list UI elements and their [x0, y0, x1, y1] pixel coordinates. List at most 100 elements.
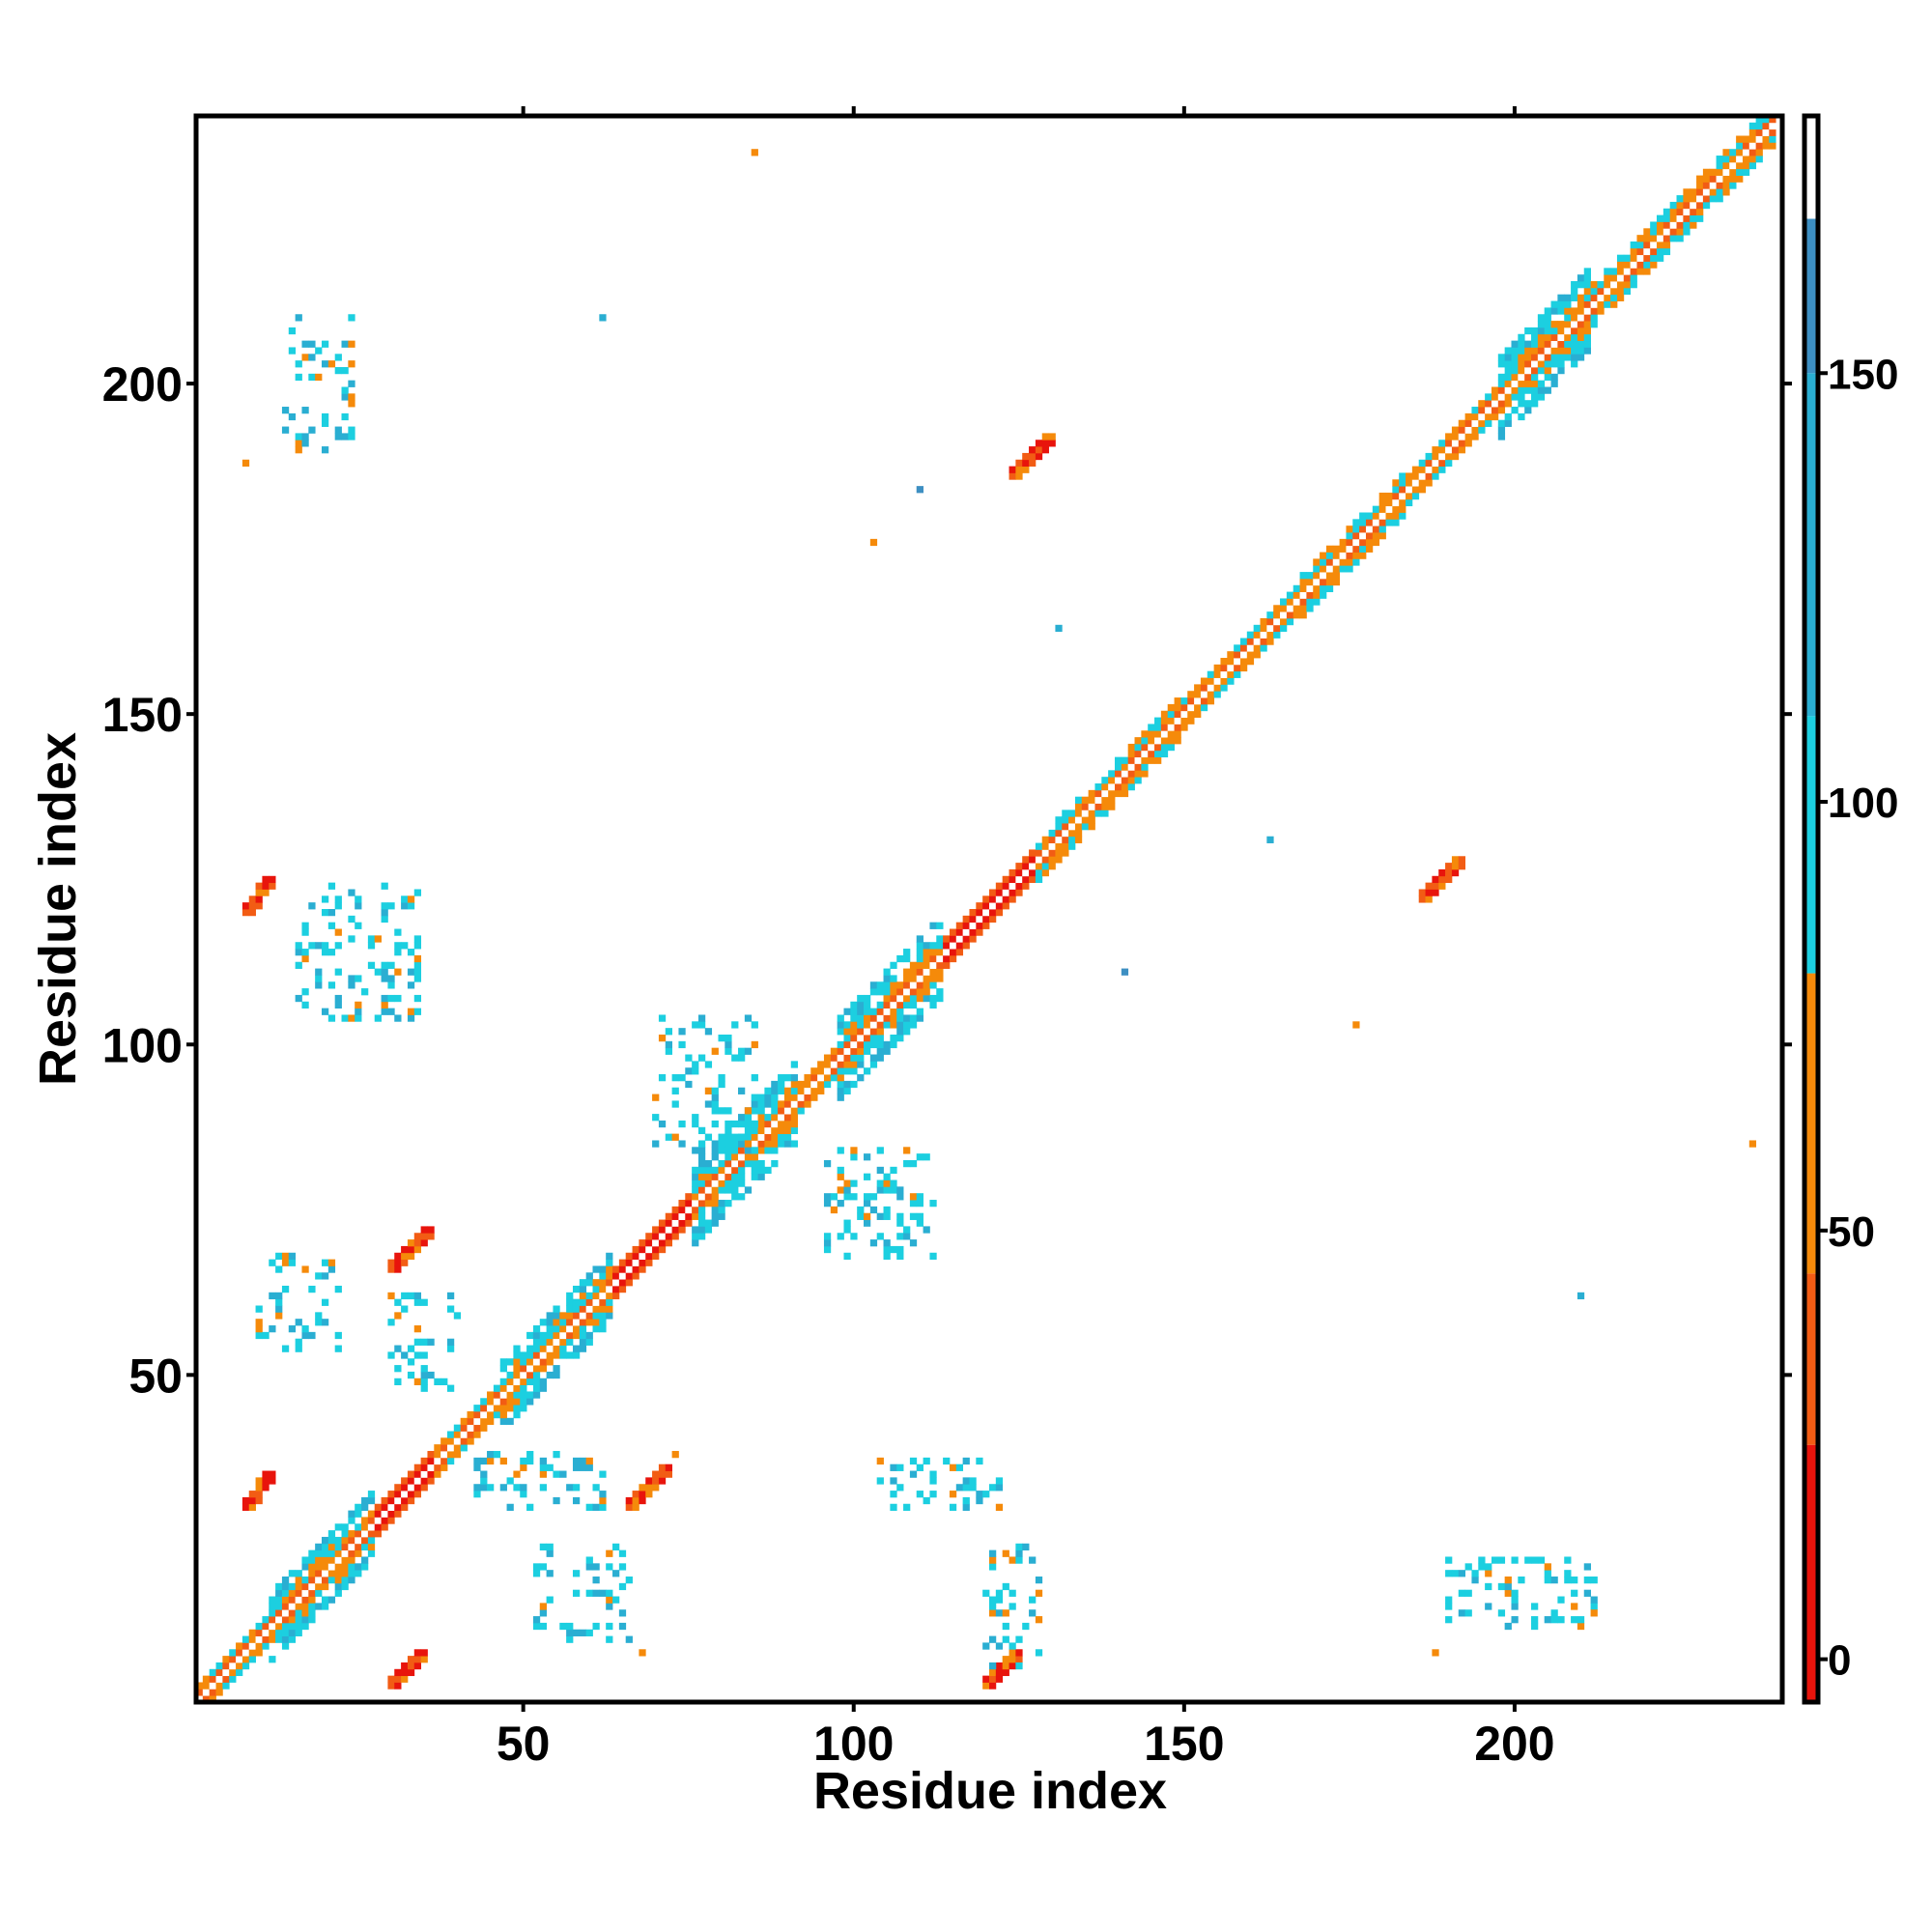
- contact-cell: [639, 1649, 646, 1657]
- diagonal-cell: [724, 1133, 732, 1141]
- diagonal-cell: [1029, 863, 1037, 870]
- diagonal-cell: [209, 1695, 216, 1703]
- diagonal-cell: [579, 1325, 587, 1333]
- diagonal-cell: [711, 1219, 719, 1227]
- diagonal-cell: [692, 1206, 699, 1214]
- diagonal-cell: [704, 1186, 713, 1194]
- diagonal-cell: [1662, 208, 1671, 216]
- diagonal-cell: [810, 1067, 818, 1075]
- diagonal-cell: [1266, 611, 1274, 619]
- diagonal-cell: [1636, 241, 1644, 249]
- diagonal-cell: [526, 1371, 534, 1379]
- contact-cell: [692, 1147, 699, 1154]
- diagonal-cell: [499, 1410, 507, 1419]
- x-tick-label: 150: [1144, 1717, 1224, 1771]
- diagonal-cell: [315, 1577, 323, 1584]
- diagonal-cell: [1074, 823, 1083, 831]
- diagonal-cell: [1709, 182, 1717, 189]
- contact-cell: [1002, 1582, 1009, 1591]
- contact-cell: [420, 1656, 428, 1663]
- contact-cell: [407, 1358, 415, 1366]
- contact-cell: [315, 942, 323, 950]
- contact-cell: [348, 1014, 355, 1022]
- diagonal-cell: [1571, 307, 1578, 315]
- diagonal-cell: [1577, 327, 1585, 335]
- diagonal-cell: [1491, 400, 1499, 408]
- diagonal-cell: [1729, 149, 1737, 156]
- diagonal-cell: [420, 1463, 428, 1471]
- diagonal-cell: [1325, 545, 1334, 553]
- diagonal-cell: [1174, 730, 1181, 738]
- diagonal-cell: [943, 942, 951, 950]
- diagonal-cell: [1630, 241, 1637, 249]
- diagonal-cell: [704, 1219, 713, 1227]
- diagonal-cell: [896, 981, 904, 989]
- diagonal-cell: [1702, 175, 1711, 183]
- diagonal-cell: [1306, 591, 1314, 599]
- diagonal-cell: [1451, 426, 1460, 434]
- contact-cell: [348, 981, 355, 989]
- contact-cell: [1511, 1556, 1519, 1564]
- diagonal-cell: [539, 1338, 548, 1346]
- diagonal-cell: [744, 1159, 753, 1168]
- contact-cell: [916, 1219, 923, 1227]
- diagonal-cell: [909, 975, 918, 982]
- contact-cell: [592, 1563, 600, 1571]
- diagonal-cell: [308, 1549, 316, 1557]
- diagonal-cell: [1160, 750, 1169, 758]
- diagonal-cell: [850, 1021, 858, 1029]
- contact-cell: [890, 1186, 897, 1194]
- diagonal-cell: [1194, 684, 1202, 692]
- diagonal-cell: [783, 1094, 792, 1101]
- contact-cell: [869, 1206, 878, 1214]
- diagonal-cell: [645, 1252, 653, 1261]
- diagonal-cell: [539, 1331, 548, 1340]
- contact-cell: [751, 149, 758, 156]
- contact-cell: [1266, 836, 1274, 843]
- contact-cell: [493, 1451, 501, 1459]
- diagonal-cell: [612, 1265, 620, 1273]
- diagonal-cell: [288, 1570, 297, 1577]
- contact-cell: [618, 1549, 627, 1557]
- diagonal-cell: [1571, 360, 1578, 368]
- diagonal-cell: [1114, 783, 1122, 791]
- diagonal-cell: [288, 1609, 297, 1617]
- contact-cell: [751, 1040, 758, 1049]
- diagonal-cell: [890, 975, 897, 982]
- contact-cell: [1445, 1616, 1453, 1624]
- diagonal-cell: [1411, 486, 1420, 494]
- diagonal-cell: [1273, 624, 1281, 633]
- diagonal-cell: [896, 1034, 904, 1042]
- contact-cell: [327, 1259, 336, 1266]
- contact-cell: [321, 909, 329, 917]
- contact-cell: [321, 895, 329, 903]
- diagonal-cell: [348, 1543, 355, 1551]
- diagonal-cell: [520, 1398, 527, 1406]
- contact-cell: [413, 1008, 422, 1015]
- diagonal-cell: [1458, 433, 1465, 440]
- contact-cell: [355, 922, 362, 929]
- diagonal-cell: [1180, 717, 1188, 724]
- contact-cell: [1504, 1582, 1512, 1591]
- diagonal-cell: [1518, 412, 1525, 421]
- contact-cell: [606, 1549, 613, 1557]
- diagonal-cell: [566, 1338, 574, 1346]
- contact-cell: [413, 1325, 422, 1333]
- diagonal-cell: [1504, 412, 1512, 421]
- diagonal-cell: [361, 1563, 369, 1571]
- diagonal-cell: [1742, 161, 1750, 170]
- diagonal-cell: [1610, 274, 1618, 282]
- contact-cell: [823, 1200, 832, 1208]
- diagonal-cell: [215, 1675, 223, 1683]
- diagonal-cell: [222, 1662, 230, 1670]
- diagonal-cell: [446, 1457, 455, 1465]
- diagonal-cell: [751, 1173, 758, 1180]
- diagonal-cell: [857, 1040, 865, 1049]
- diagonal-cell: [936, 949, 944, 956]
- diagonal-cell: [909, 994, 918, 1003]
- diagonal-cell: [804, 1094, 811, 1101]
- contact-cell: [572, 1570, 581, 1577]
- contact-cell: [413, 1245, 422, 1254]
- diagonal-cell: [1610, 294, 1618, 301]
- contact-cell: [248, 1491, 256, 1498]
